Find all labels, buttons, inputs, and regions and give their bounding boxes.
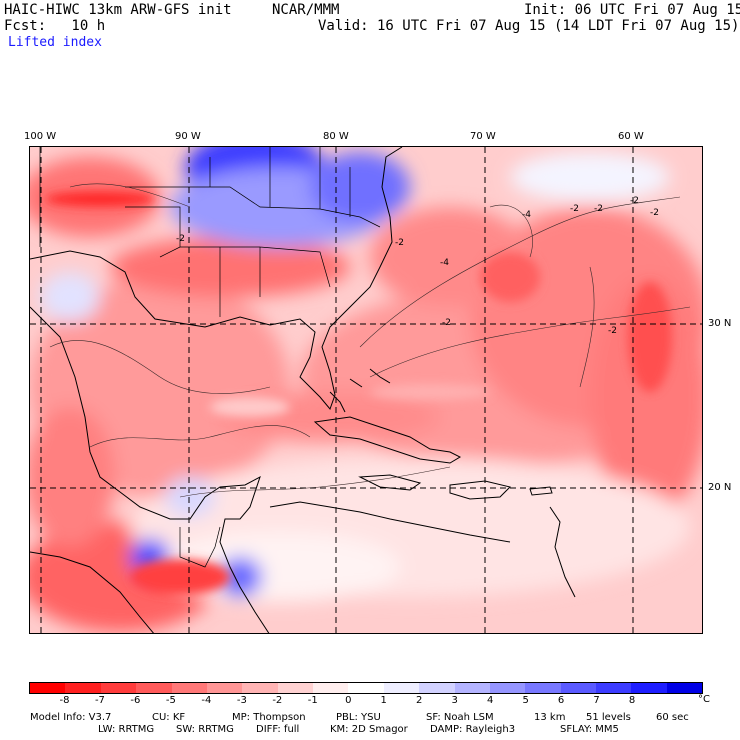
colorbar-swatch (525, 683, 561, 693)
state-borders (39, 147, 381, 568)
colorbar-tick-label: 1 (380, 695, 387, 706)
colorbar-tick-label: -6 (130, 695, 141, 706)
contour-label: -4 (522, 210, 531, 220)
colorbar-swatch (419, 683, 455, 693)
colorbar-tick-label: -8 (59, 695, 70, 706)
model-info-cu: CU: KF (152, 712, 186, 723)
contour-label: -2 (608, 326, 617, 336)
lat-label-30n: 30 N (708, 318, 732, 329)
colorbar-swatch (242, 683, 278, 693)
lon-label-100w: 100 W (24, 131, 57, 142)
lifted-index-map: -2 -2 -2 -2 -4 -4 -2 -2 -2 -2 (29, 146, 703, 634)
lon-label-90w: 90 W (175, 131, 201, 142)
model-info-resolution: 13 km (534, 712, 566, 723)
colorbar-swatch (383, 683, 420, 693)
contour-label: -2 (630, 196, 639, 206)
forecast-hour: Fcst: 10 h (4, 18, 106, 34)
colorbar-tick-label: -3 (236, 695, 247, 706)
lat-label-20n: 20 N (708, 482, 732, 493)
model-info-timestep: 60 sec (656, 712, 689, 723)
colorbar-swatch (100, 683, 137, 693)
colorbar-swatch (313, 683, 349, 693)
model-title: HAIC-HIWC 13km ARW-GFS init (4, 2, 232, 18)
colorbar-tick-label: 6 (557, 695, 565, 706)
contour-labels: -2 -2 -2 -2 -4 -4 -2 -2 -2 -2 (176, 196, 659, 336)
valid-time: Valid: 16 UTC Fri 07 Aug 15 (14 LDT Fri … (318, 18, 740, 34)
colorbar-tick-label: -5 (165, 695, 176, 706)
colorbar-tick-label: 2 (416, 695, 423, 706)
contour-label: -2 (442, 318, 451, 328)
colorbar-tick-label: 5 (522, 695, 529, 706)
colorbar-swatch (631, 683, 667, 693)
colorbar-swatch (596, 683, 632, 693)
init-time: Init: 06 UTC Fri 07 Aug 15 (524, 2, 740, 18)
colorbar-swatch (65, 683, 101, 693)
colorbar-swatch (454, 683, 490, 693)
colorbar-swatch (560, 683, 596, 693)
model-info-sflay: SFLAY: MM5 (560, 724, 619, 735)
contour-label: -2 (594, 204, 603, 214)
organization-label: NCAR/MMM (272, 2, 340, 18)
colorbar-tick-label: 8 (628, 695, 636, 706)
field-name: Lifted index (8, 35, 102, 50)
colorbar-swatch (30, 683, 66, 693)
colorbar-tick-label: 4 (486, 695, 494, 706)
contour-label: -2 (650, 208, 659, 218)
model-info-sw: SW: RRTMG (176, 724, 234, 735)
model-info-diff: DIFF: full (256, 724, 300, 735)
colorbar-swatch (277, 683, 313, 693)
colorbar-tick-label: -4 (201, 695, 212, 706)
contour-label: -2 (176, 234, 185, 244)
colorbar-tick-label: -7 (94, 695, 105, 706)
colorbar-tick-label: 3 (451, 695, 458, 706)
colorbar-swatch (206, 683, 243, 693)
field-detail (45, 191, 672, 595)
colorbar (29, 682, 703, 694)
contour-label: -2 (395, 238, 404, 248)
colorbar-tick-label: -2 (272, 695, 283, 706)
field-shading (30, 147, 702, 632)
colorbar-tick-label: 0 (345, 695, 352, 706)
lon-label-60w: 60 W (618, 131, 644, 142)
model-info-lw: LW: RRTMG (98, 724, 155, 735)
contour-label: -4 (440, 258, 449, 268)
map-field-svg: -2 -2 -2 -2 -4 -4 -2 -2 -2 -2 (30, 147, 702, 633)
colorbar-tick-label: -1 (307, 695, 318, 706)
colorbar-tick-label: 7 (593, 695, 600, 706)
model-info-version: Model Info: V3.7 (30, 712, 112, 723)
model-info-mp: MP: Thompson (232, 712, 306, 723)
model-info-levels: 51 levels (586, 712, 631, 723)
colorbar-swatch (171, 683, 207, 693)
colorbar-swatch (136, 683, 172, 693)
model-info-damp: DAMP: Rayleigh3 (430, 724, 516, 735)
contour-label: -2 (570, 204, 579, 214)
model-info-km: KM: 2D Smagor (330, 724, 408, 735)
colorbar-swatch (348, 683, 384, 693)
lon-label-80w: 80 W (323, 131, 349, 142)
colorbar-swatch (489, 683, 526, 693)
colorbar-swatch (666, 683, 703, 693)
model-info-pbl: PBL: YSU (336, 712, 381, 723)
lon-label-70w: 70 W (470, 131, 496, 142)
contours (49, 183, 691, 498)
model-info-sf: SF: Noah LSM (426, 712, 494, 723)
graticule (30, 147, 702, 633)
colorbar-unit: °C (698, 694, 710, 705)
